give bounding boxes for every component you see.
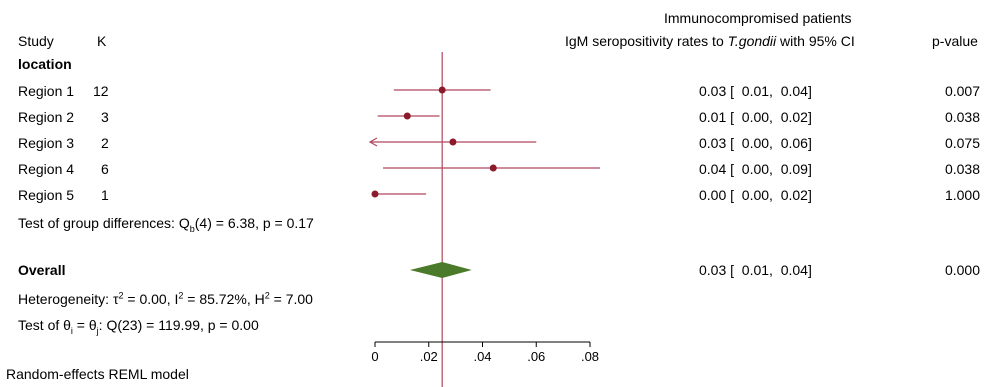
study-p-value: 0.038 xyxy=(944,109,980,125)
group-title: Immunocompromised patients xyxy=(664,10,852,26)
group-test-subscript: b xyxy=(189,223,195,234)
effect-header-organism: T.gondii xyxy=(727,33,777,49)
tau-squared-sup: 2 xyxy=(118,290,124,301)
study-k: 6 xyxy=(101,161,109,177)
effect-header: IgM seropositivity rates to T.gondii wit… xyxy=(565,33,855,49)
x-tick-label: .04 xyxy=(473,349,491,364)
col-study-header: Study xyxy=(18,33,54,49)
h-value: = 7.00 xyxy=(269,291,313,307)
point-estimate xyxy=(489,164,497,172)
study-k: 12 xyxy=(93,83,109,99)
x-tick-label: .02 xyxy=(420,349,438,364)
x-tick-label: .08 xyxy=(581,349,599,364)
study-ci-text: 0.04 [ 0.00, 0.09] xyxy=(699,161,812,177)
study-k: 3 xyxy=(101,109,109,125)
study-ci-text: 0.01 [ 0.00, 0.02] xyxy=(699,109,812,125)
model-note: Random-effects REML model xyxy=(6,366,189,382)
overall-label: Overall xyxy=(18,262,66,278)
tau-symbol: τ xyxy=(112,291,119,307)
heterogeneity-stats: Heterogeneity: τ2 = 0.00, I2 = 85.72%, H… xyxy=(18,291,313,307)
theta-sub-j: j xyxy=(96,325,99,336)
overall-diamond xyxy=(409,262,472,278)
ci-arrow-left xyxy=(368,137,378,147)
study-p-value: 0.007 xyxy=(944,83,980,99)
overall-ci-text: 0.03 [ 0.01, 0.04] xyxy=(699,262,812,278)
study-label: Region 1 xyxy=(18,83,75,99)
study-k: 2 xyxy=(101,135,109,151)
study-label: Region 3 xyxy=(18,135,75,151)
homogeneity-test: Test of θi = θj: Q(23) = 119.99, p = 0.0… xyxy=(18,317,259,336)
study-p-value: 1.000 xyxy=(944,187,980,203)
point-estimate xyxy=(438,86,446,94)
point-estimate xyxy=(403,112,411,120)
study-ci-text: 0.03 [ 0.00, 0.06] xyxy=(699,135,812,151)
effect-header-suffix: with 95% CI xyxy=(776,33,855,49)
theta-test-mid: = θ xyxy=(72,317,97,333)
point-estimate xyxy=(371,190,379,198)
effect-header-prefix: IgM seropositivity rates to xyxy=(565,33,728,49)
col-p-header: p-value xyxy=(932,33,978,49)
theta-test-prefix: Test of θ xyxy=(18,317,71,333)
group-test-prefix: Test of group differences: Q xyxy=(18,215,190,231)
point-estimate xyxy=(449,138,457,146)
group-difference-test: Test of group differences: Qb(4) = 6.38,… xyxy=(18,215,314,234)
i-value: = 85.72%, H xyxy=(183,291,265,307)
theta-sub-i: i xyxy=(70,325,73,336)
study-label: Region 5 xyxy=(18,187,75,203)
study-label: Region 4 xyxy=(18,161,75,177)
i-squared-sup: 2 xyxy=(178,290,184,301)
theta-test-stat: : Q(23) = 119.99, p = 0.00 xyxy=(98,317,259,333)
section-label: location xyxy=(18,56,72,72)
study-p-value: 0.075 xyxy=(944,135,980,151)
study-label: Region 2 xyxy=(18,109,75,125)
study-k: 1 xyxy=(101,187,109,203)
tau-value: = 0.00, I xyxy=(123,291,179,307)
col-k-header: K xyxy=(97,33,107,49)
group-test-stat: (4) = 6.38, p = 0.17 xyxy=(194,215,314,231)
heterogeneity-prefix: Heterogeneity: xyxy=(18,291,113,307)
study-ci-text: 0.00 [ 0.00, 0.02] xyxy=(699,187,812,203)
study-ci-text: 0.03 [ 0.01, 0.04] xyxy=(699,83,812,99)
h-squared-sup: 2 xyxy=(264,290,270,301)
x-tick-label: .06 xyxy=(527,349,545,364)
study-p-value: 0.038 xyxy=(944,161,980,177)
x-tick-label: 0 xyxy=(371,349,378,364)
overall-p-value: 0.000 xyxy=(944,262,980,278)
